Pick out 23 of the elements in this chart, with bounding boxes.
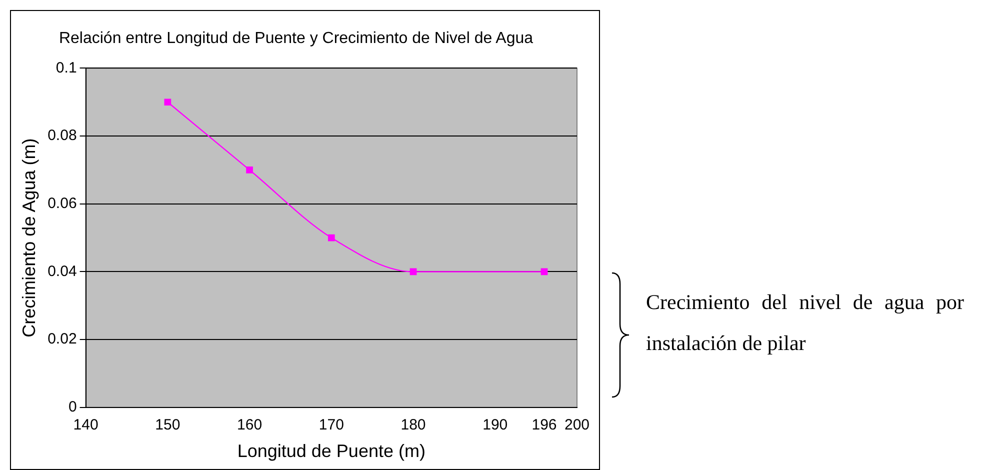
x-tick-label: 196 — [532, 416, 557, 434]
x-tick-label: 140 — [73, 416, 98, 434]
x-tick-label: 160 — [237, 416, 262, 434]
point — [410, 268, 417, 276]
x-axis-title: Longitud de Puente (m) — [237, 441, 426, 462]
x-tick-label: 180 — [400, 416, 426, 434]
y-tick-label: 0.02 — [48, 330, 77, 348]
chart-title: Relación entre Longitud de Puente y Crecimiento de Nivel de Agua — [58, 30, 534, 48]
y-tick-label: 0.08 — [48, 127, 77, 144]
y-tick-label: 0.1 — [56, 59, 77, 76]
y-axis-title: Crecimiento de Agua (m) — [18, 138, 39, 338]
x-tick-label: 190 — [482, 416, 508, 434]
text: Crecimiento del nivel de agua por instalación de pilar — [646, 289, 964, 357]
y-tick-label: 0.06 — [48, 195, 77, 212]
y-tick-label: 0 — [68, 398, 77, 416]
point — [328, 234, 335, 242]
point — [164, 98, 172, 106]
x-tick-label: 200 — [564, 416, 590, 434]
x-tick-label: 170 — [318, 416, 344, 434]
y-tick-label: 0.04 — [48, 262, 77, 280]
point — [246, 166, 253, 174]
point — [540, 268, 548, 276]
x-tick-label: 150 — [155, 416, 180, 434]
